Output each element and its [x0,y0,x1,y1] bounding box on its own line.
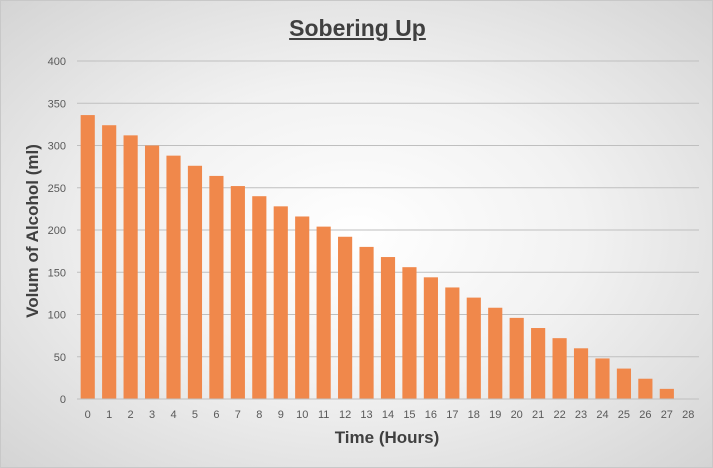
x-tick-label: 9 [278,409,284,421]
x-tick-label: 24 [596,409,608,421]
x-tick-label: 10 [296,409,308,421]
bar [552,338,567,399]
bar [209,175,224,399]
bar [295,216,310,399]
bar [531,328,546,399]
bar [166,155,181,399]
bar [616,368,632,399]
x-tick-label: 23 [575,409,587,421]
x-tick-label: 18 [468,409,480,421]
x-tick-label: 28 [682,409,694,421]
x-tick-label: 15 [403,409,415,421]
bar [380,257,396,399]
y-tick-label: 350 [48,98,66,110]
x-tick-label: 6 [213,409,219,421]
x-tick-label: 19 [489,409,501,421]
bar [466,297,481,399]
x-tick-label: 25 [618,409,630,421]
y-tick-label: 300 [48,141,66,153]
x-tick-label: 0 [85,409,91,421]
x-tick-label: 8 [256,409,262,421]
y-tick-label: 400 [48,56,66,68]
x-tick-label: 14 [382,409,394,421]
bar [80,115,95,399]
x-tick-label: 13 [360,409,372,421]
bar [359,246,374,399]
x-tick-label: 26 [639,409,651,421]
bar [445,287,460,399]
x-tick-label: 7 [235,409,241,421]
bar [638,378,653,399]
bar [187,165,203,399]
x-tick-label: 17 [446,409,458,421]
x-tick-label: 27 [661,409,673,421]
bar [230,186,245,399]
bar [423,277,438,399]
x-tick-label: 12 [339,409,351,421]
bar [595,358,610,399]
x-tick-label: 11 [318,409,329,421]
bar [402,267,417,399]
y-tick-label: 50 [54,352,66,364]
bar [659,388,674,399]
y-tick-label: 250 [48,183,66,195]
bar [123,135,138,400]
y-tick-label: 200 [48,225,66,237]
x-axis-label: Time (Hours) [334,428,440,447]
bar [144,145,160,399]
x-tick-label: 16 [425,409,437,421]
bar [488,307,503,399]
chart-title: Sobering Up [289,15,426,41]
bar [509,317,524,399]
bar [573,348,589,399]
x-tick-label: 5 [192,409,198,421]
x-tick-label: 3 [149,409,155,421]
y-tick-label: 150 [48,267,66,279]
x-tick-label: 1 [106,409,112,421]
bar [252,196,267,399]
bar [102,125,117,399]
x-tick-label: 21 [532,409,544,421]
x-tick-label: 22 [553,409,565,421]
x-tick-label: 4 [170,409,176,421]
x-tick-label: 2 [128,409,134,421]
bar [316,226,331,399]
y-tick-label: 100 [48,310,66,322]
x-tick-label: 20 [511,409,523,421]
bar [338,236,353,399]
bar [273,206,288,399]
y-tick-label: 0 [60,394,66,406]
